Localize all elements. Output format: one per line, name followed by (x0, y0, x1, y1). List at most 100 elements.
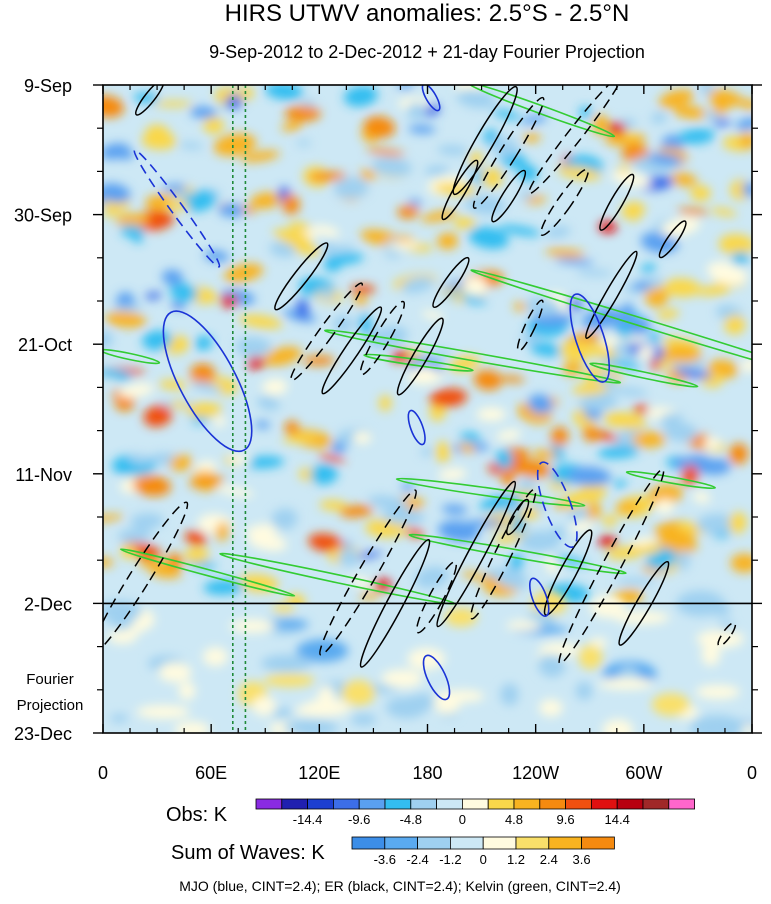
er-contour (103, 501, 189, 656)
colorbar-swatch (616, 798, 644, 810)
y-tick-label: 9-Sep (24, 76, 72, 96)
x-tick-label: 120E (298, 763, 340, 783)
colorbar-swatch (539, 798, 566, 810)
anomaly-blob (178, 142, 204, 150)
projection-blob (229, 619, 275, 633)
anomaly-blob (532, 449, 557, 460)
colorbar-swatch (351, 836, 386, 850)
anomaly-blob (132, 475, 171, 497)
anomaly-blob (463, 519, 507, 528)
anomaly-blob (621, 302, 634, 322)
anomaly-blob (169, 283, 198, 302)
anomaly-blob (381, 508, 425, 525)
anomaly-blob (103, 368, 133, 381)
anomaly-blob (282, 194, 300, 215)
anomaly-blob (658, 412, 683, 426)
projection-blob (283, 719, 338, 733)
anomaly-blob (525, 297, 561, 316)
er-contour (558, 468, 665, 665)
anomaly-blob (519, 333, 539, 344)
chart-subtitle: 9-Sep-2012 to 2-Dec-2012 + 21-day Fourie… (209, 42, 645, 62)
kelvin-contour (470, 269, 752, 383)
projection-blob (174, 721, 211, 733)
colorbar-swatch (513, 798, 541, 810)
anomaly-blob (468, 226, 509, 249)
anomaly-blob (120, 224, 136, 237)
projection-blob (407, 647, 446, 670)
projection-blob (381, 669, 423, 688)
anomaly-blob (606, 545, 649, 560)
anomaly-blob (601, 358, 642, 369)
anomaly-blob (120, 544, 137, 559)
anomaly-blob (700, 85, 714, 95)
anomaly-blob (615, 578, 656, 585)
projection-blob (350, 713, 377, 726)
projection-label-line2: Projection (17, 697, 84, 714)
anomaly-blob (456, 89, 496, 109)
anomaly-blob (269, 241, 296, 258)
anomaly-blob (265, 85, 303, 100)
anomaly-blob (438, 468, 467, 481)
colorbar-label: -2.4 (406, 852, 428, 867)
anomaly-blob (613, 479, 627, 488)
mjo-contour (536, 461, 578, 548)
anomaly-blob (628, 205, 641, 222)
anomaly-blob (224, 263, 264, 283)
x-tick-label: 0 (98, 763, 108, 783)
anomaly-blob (496, 429, 522, 441)
anomaly-blob (519, 530, 561, 552)
colorbar-label: 3.6 (573, 852, 591, 867)
obs-legend-title: Obs: K (166, 804, 228, 826)
anomaly-blob (235, 337, 272, 357)
anomaly-blob (633, 404, 649, 414)
er-contour (359, 300, 406, 376)
anomaly-blob (632, 281, 652, 291)
colorbar-swatch (515, 836, 550, 850)
anomaly-blob (397, 205, 419, 219)
er-contour (321, 306, 383, 395)
er-contour (543, 529, 593, 616)
anomaly-blob (437, 145, 468, 156)
colorbar-swatch (461, 798, 489, 810)
anomaly-blob (105, 311, 147, 328)
er-contour (516, 299, 544, 352)
projection-blob (500, 683, 519, 706)
anomaly-blob (550, 426, 569, 447)
anomaly-blob (656, 309, 680, 320)
anomaly-blob (115, 213, 150, 227)
anomaly-blob (255, 420, 270, 429)
colorbar-swatch (384, 798, 412, 810)
anomaly-blob (735, 117, 752, 131)
anomaly-blob (578, 393, 618, 411)
er-contour (452, 85, 518, 196)
x-tick-label: 0 (747, 763, 757, 783)
colorbar-label: 1.2 (507, 852, 525, 867)
anomaly-blob (194, 335, 213, 351)
mjo-contour (528, 577, 550, 617)
anomaly-blob (602, 515, 618, 527)
projection-blob (158, 662, 192, 683)
anomaly-blob (363, 116, 396, 138)
anomaly-blob (400, 276, 434, 294)
projection-label-line1: Fourier (26, 671, 74, 688)
projection-blob (589, 595, 626, 618)
x-tick-label: 60W (625, 763, 662, 783)
anomaly-blob (387, 241, 420, 250)
waves-colorbar: -3.6 -2.4 -1.2 0 1.2 2.4 3.6 (351, 836, 615, 867)
colorbar-swatch (668, 798, 695, 810)
reference-lines (103, 85, 752, 733)
y-tick-label: 21-Oct (18, 335, 72, 355)
anomaly-blob (318, 454, 346, 463)
anomaly-blob (655, 499, 674, 515)
anomaly-blob (576, 269, 613, 277)
anomaly-blob (103, 514, 124, 523)
er-contour (618, 560, 670, 646)
anomaly-blob (692, 491, 711, 503)
projection-blob (296, 639, 349, 663)
colorbar-swatch (565, 798, 592, 810)
anomaly-blob (658, 89, 694, 109)
er-contour (540, 168, 589, 237)
anomaly-blob (690, 185, 711, 202)
